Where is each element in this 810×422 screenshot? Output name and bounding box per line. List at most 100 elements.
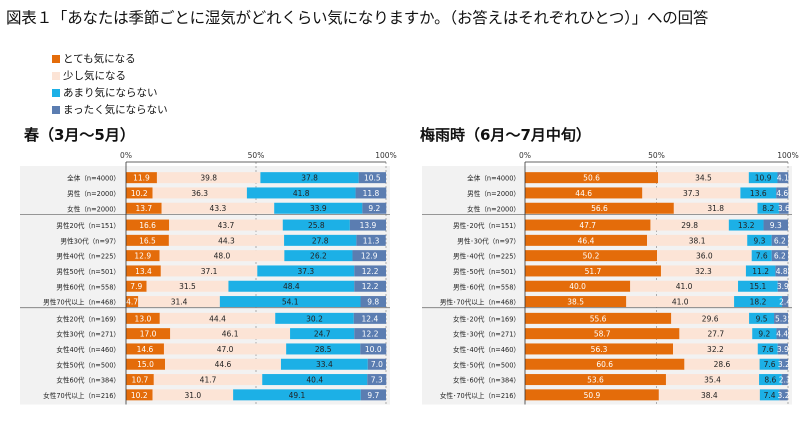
little-bar (752, 328, 777, 340)
some-bar (665, 374, 760, 386)
data-label: 30.2 (306, 314, 323, 323)
category-label: 男性･70代以上（n=468） (440, 298, 520, 307)
data-label: 5.3 (775, 314, 787, 323)
data-label: 11.9 (133, 174, 150, 183)
data-label: 60.6 (596, 360, 613, 369)
very-bar (126, 358, 165, 370)
some-bar (626, 296, 735, 308)
some-bar (152, 389, 234, 401)
data-label: 13.6 (750, 189, 767, 198)
some-bar (679, 328, 753, 340)
category-label: 女性･50代（n=500） (453, 360, 520, 369)
very-bar (525, 219, 651, 231)
legend-label-some: 少し気になる (63, 70, 126, 82)
little-bar (219, 296, 361, 308)
data-label: 18.2 (750, 297, 767, 306)
little-bar (759, 358, 780, 370)
little-bar (274, 202, 363, 214)
legend-swatch-some (52, 71, 60, 80)
data-label: 7.6 (762, 345, 774, 354)
very-bar (126, 328, 171, 340)
data-label: 9.5 (756, 314, 768, 323)
data-label: 12.4 (362, 314, 379, 323)
data-label: 10.9 (755, 174, 772, 183)
data-label: 55.6 (590, 314, 607, 323)
none-bar (776, 187, 789, 199)
spring-chart: 0% 50% 100% 全体（n=4000） 11.9 39.8 37.8 10.5 男性（n=… (20, 151, 397, 405)
very-bar (126, 219, 170, 231)
data-label: 31.5 (179, 282, 196, 291)
chart-title-spring: 春（3月～5月） (24, 126, 135, 144)
none-bar (776, 328, 788, 340)
some-bar (658, 172, 749, 184)
category-label: 男性･60代（n=558） (453, 282, 520, 291)
data-label: 12.2 (362, 282, 379, 291)
data-label: 2.4 (779, 297, 791, 306)
tick-label: 100% (375, 151, 396, 160)
data-label: 7.0 (371, 360, 383, 369)
category-label: 女性70代以上（n=216） (43, 391, 120, 400)
data-label: 39.8 (200, 174, 217, 183)
little-bar (286, 343, 361, 355)
none-bar (367, 374, 387, 386)
data-label: 31.4 (171, 297, 188, 306)
some-bar (138, 296, 220, 308)
category-label: 男性（n=2000） (467, 189, 520, 198)
data-label: 7.3 (371, 375, 383, 384)
some-bar (630, 280, 739, 292)
little-bar (740, 187, 777, 199)
data-label: 37.3 (297, 267, 314, 276)
some-bar (673, 343, 758, 355)
some-bar (650, 219, 729, 231)
none-bar (360, 389, 386, 401)
data-label: 4.1 (777, 174, 789, 183)
data-label: 2.3 (779, 375, 791, 384)
data-label: 56.6 (591, 204, 608, 213)
category-label: 男性･20代（n=151） (453, 221, 520, 230)
data-label: 14.6 (137, 345, 154, 354)
data-label: 4.6 (776, 189, 788, 198)
data-label: 28.6 (714, 360, 731, 369)
data-label: 33.4 (316, 360, 333, 369)
very-bar (126, 343, 164, 355)
data-label: 3.6 (778, 204, 790, 213)
data-label: 43.7 (218, 221, 235, 230)
very-bar (525, 312, 672, 324)
data-label: 29.6 (702, 314, 719, 323)
data-label: 25.8 (308, 221, 325, 230)
data-label: 10.7 (132, 375, 149, 384)
category-label: 女性･20代（n=169） (453, 314, 520, 323)
very-bar (525, 296, 627, 308)
little-bar (759, 374, 782, 386)
little-bar (282, 219, 350, 231)
very-bar (525, 358, 685, 370)
data-label: 54.1 (282, 297, 299, 306)
category-label: 女性（n=2000） (467, 204, 520, 213)
data-label: 12.2 (362, 267, 379, 276)
some-bar (658, 389, 760, 401)
little-bar (747, 234, 772, 246)
some-bar (165, 358, 281, 370)
little-bar (257, 265, 355, 277)
data-label: 13.2 (738, 221, 755, 230)
data-label: 38.1 (689, 236, 706, 245)
some-bar (169, 219, 283, 231)
data-label: 8.2 (762, 204, 774, 213)
some-bar (673, 202, 758, 214)
data-label: 37.8 (301, 174, 318, 183)
category-label: 男性40代（n=225） (56, 252, 120, 261)
data-label: 35.4 (704, 375, 721, 384)
category-label: 全体（n=4000） (67, 174, 120, 183)
none-bar (360, 343, 387, 355)
data-label: 7.9 (130, 282, 142, 291)
category-label: 女性60代（n=384） (56, 376, 120, 385)
category-label: 全体（n=4000） (467, 174, 520, 183)
data-label: 15.0 (137, 360, 154, 369)
category-label: 男性70代以上（n=468） (43, 298, 120, 307)
very-bar (126, 250, 160, 262)
some-bar (152, 187, 247, 199)
none-bar (356, 234, 386, 246)
data-label: 50.6 (583, 174, 600, 183)
data-label: 51.7 (585, 267, 602, 276)
none-bar (354, 265, 386, 277)
